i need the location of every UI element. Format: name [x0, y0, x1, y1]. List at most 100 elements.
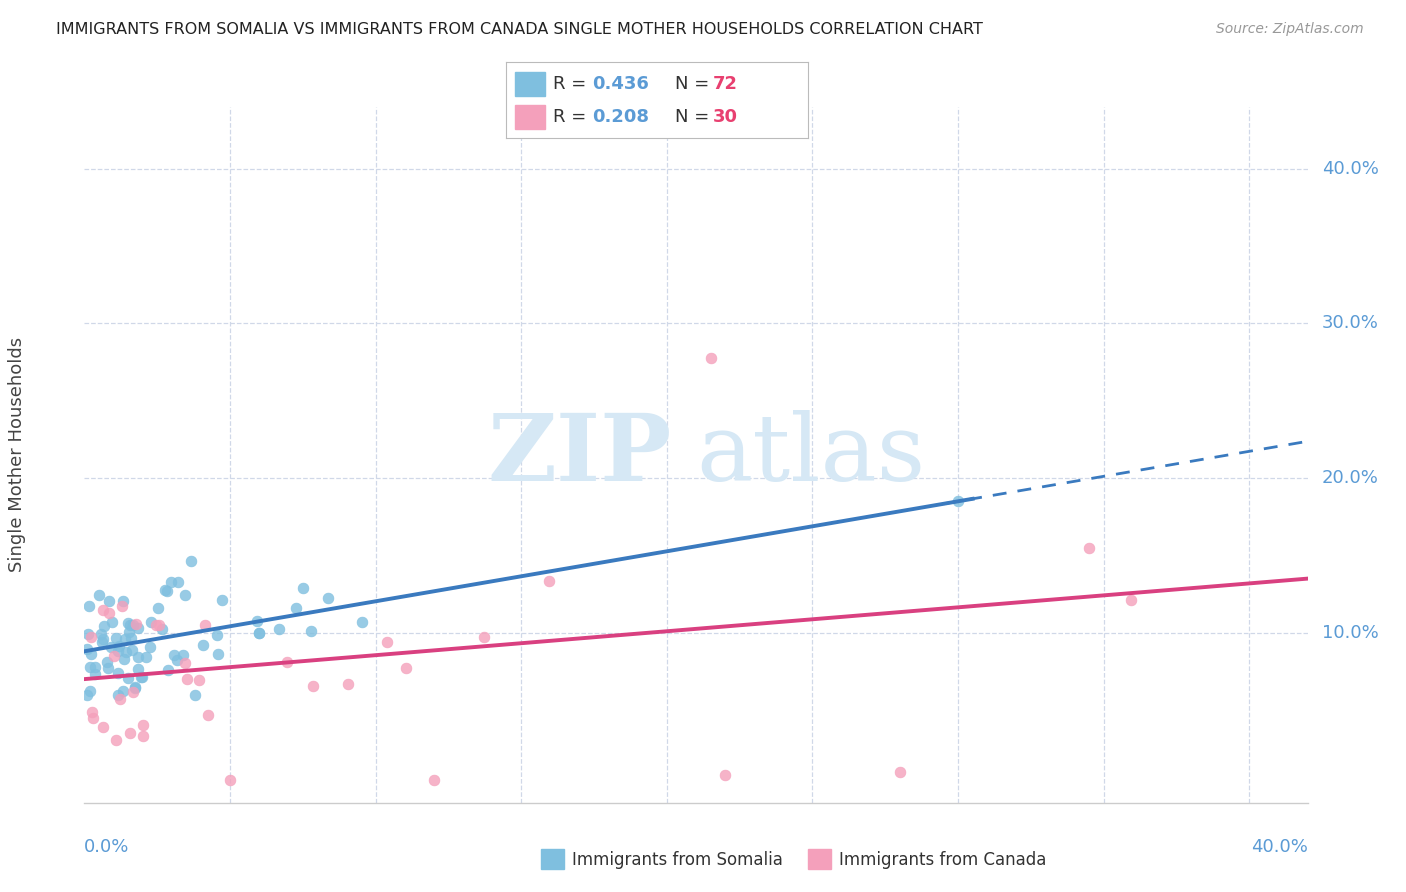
Point [276, 655, 298, 669]
Point [269, 623, 291, 637]
Text: 0.436: 0.436 [592, 75, 650, 93]
Point [111, 599, 134, 614]
Point [98, 593, 121, 607]
Point [122, 617, 145, 632]
Point [124, 681, 146, 695]
Point [1078, 541, 1101, 555]
Point [131, 671, 153, 685]
Point [118, 624, 141, 639]
Point [79, 660, 101, 674]
Point [194, 618, 217, 632]
Point [103, 649, 125, 664]
Point [120, 726, 142, 740]
Point [699, 351, 721, 365]
Point [246, 615, 269, 629]
Point [83, 667, 105, 681]
Bar [515, 71, 546, 95]
Point [889, 764, 911, 779]
Point [121, 643, 143, 657]
Bar [515, 105, 546, 129]
Point [108, 691, 131, 706]
Text: 30.0%: 30.0% [1322, 315, 1378, 333]
Point [82, 711, 104, 725]
Point [120, 618, 142, 632]
Point [146, 600, 169, 615]
Point [120, 632, 142, 646]
Point [112, 684, 135, 698]
Point [247, 626, 270, 640]
Point [167, 575, 190, 590]
Text: Immigrants from Canada: Immigrants from Canada [839, 851, 1046, 869]
Point [299, 624, 322, 638]
Point [174, 588, 197, 602]
Point [96, 655, 118, 669]
Point [714, 768, 737, 782]
Point [124, 681, 146, 695]
Point [423, 772, 446, 787]
Point [127, 620, 149, 634]
Text: N =: N = [675, 75, 716, 93]
Point [117, 616, 139, 631]
Point [148, 617, 170, 632]
Text: 40.0%: 40.0% [1322, 160, 1378, 178]
Point [284, 600, 307, 615]
Point [145, 617, 167, 632]
Point [93, 619, 115, 633]
Text: 0.208: 0.208 [592, 108, 650, 126]
Text: 40.0%: 40.0% [1251, 838, 1308, 856]
Point [97, 606, 120, 620]
Point [207, 647, 229, 661]
Point [291, 582, 314, 596]
Point [166, 652, 188, 666]
Text: Single Mother Households: Single Mother Households [8, 337, 25, 573]
Point [76, 688, 98, 702]
Point [90, 627, 112, 641]
Point [97, 661, 120, 675]
Point [131, 718, 153, 732]
Point [153, 583, 176, 598]
Point [105, 631, 128, 645]
Point [87, 588, 110, 602]
Point [150, 623, 173, 637]
Text: 30: 30 [713, 108, 738, 126]
Point [336, 676, 359, 690]
Point [946, 494, 969, 508]
Point [127, 662, 149, 676]
Point [211, 592, 233, 607]
Point [132, 729, 155, 743]
Text: Source: ZipAtlas.com: Source: ZipAtlas.com [1216, 22, 1364, 37]
Text: atlas: atlas [696, 410, 925, 500]
Point [183, 688, 205, 702]
Point [91, 603, 114, 617]
Point [197, 708, 219, 723]
Point [80, 706, 103, 720]
Point [538, 574, 561, 588]
Point [156, 664, 179, 678]
Text: R =: R = [553, 108, 592, 126]
Point [79, 599, 101, 614]
Point [127, 649, 149, 664]
Point [101, 615, 124, 629]
Text: N =: N = [675, 108, 716, 126]
Point [114, 632, 136, 646]
Text: 0.0%: 0.0% [84, 838, 129, 856]
Point [318, 591, 340, 605]
Point [139, 640, 162, 655]
Point [122, 684, 145, 698]
Point [187, 673, 209, 687]
Point [115, 645, 138, 659]
Point [112, 594, 135, 608]
Point [80, 630, 103, 644]
Point [163, 648, 186, 663]
Point [129, 670, 152, 684]
Point [79, 683, 101, 698]
Point [395, 661, 418, 675]
Point [90, 634, 112, 648]
Point [104, 732, 127, 747]
Point [117, 671, 139, 685]
Point [76, 642, 98, 657]
Text: 72: 72 [713, 75, 738, 93]
Point [108, 640, 131, 654]
Point [91, 720, 114, 734]
Text: ZIP: ZIP [488, 410, 672, 500]
